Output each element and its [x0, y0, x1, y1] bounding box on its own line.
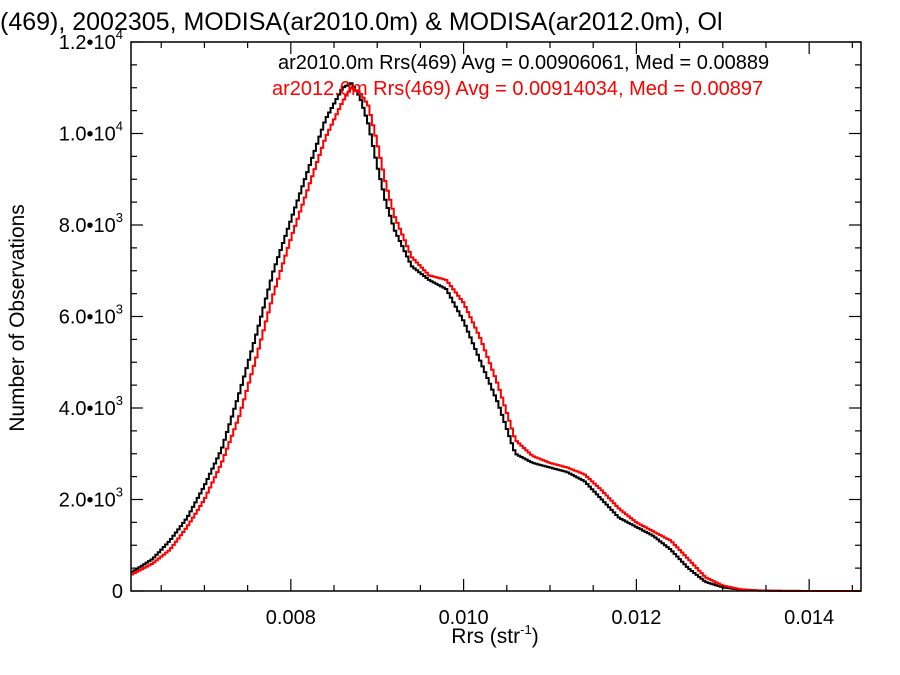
- series-line-ar2010-0m: [131, 82, 861, 592]
- x-tick-label: 0.012: [611, 607, 661, 629]
- y-tick-label: 8.0•103: [59, 210, 123, 237]
- plot-frame: [130, 41, 862, 592]
- x-axis-ticks: 0.008 0.010 0.012 0.014: [160, 42, 853, 629]
- y-tick-label: 2.0•103: [59, 485, 123, 512]
- legend-entry-ar2012: ar2012.0m Rrs(469) Avg = 0.00914034, Med…: [272, 78, 763, 100]
- x-axis-title-exponent: -1: [520, 622, 532, 637]
- legend-entry-ar2010: ar2010.0m Rrs(469) Avg = 0.00906061, Med…: [278, 52, 769, 74]
- y-tick-label: 6.0•103: [59, 302, 123, 329]
- x-axis-title-close: ): [532, 625, 539, 648]
- series-line-ar2012-0m: [131, 86, 861, 592]
- y-axis-ticks: 0 2.0•103 4.0•103 6.0•103 8.0•103 1.0•104 1.2•…: [59, 27, 861, 603]
- x-axis-title-text: Rrs (str: [451, 625, 520, 648]
- chart-title: (469), 2002305, MODISA(ar2010.0m) & MODI…: [0, 8, 723, 36]
- y-tick-label: 4.0•103: [59, 393, 123, 420]
- y-axis-title: Number of Observations: [6, 204, 29, 432]
- x-tick-label: 0.008: [266, 607, 316, 629]
- x-axis-title: Rrs (str-1): [451, 622, 538, 648]
- y-tick-label: 1.0•104: [59, 119, 123, 146]
- x-tick-label: 0.014: [784, 607, 834, 629]
- y-tick-label: 1.2•104: [59, 27, 123, 54]
- x-tick-label: 0.010: [439, 607, 489, 629]
- y-tick-label: 0: [112, 581, 123, 603]
- series-layer: [131, 82, 861, 592]
